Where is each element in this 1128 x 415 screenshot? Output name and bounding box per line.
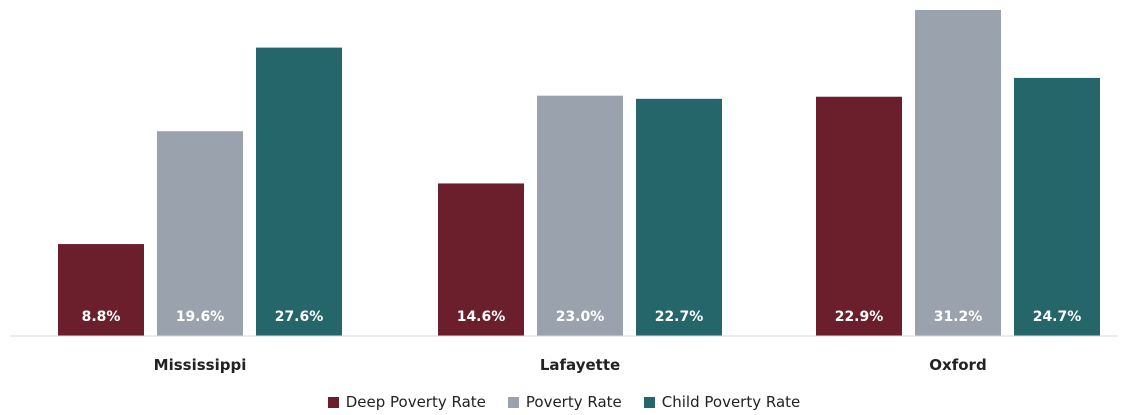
- bar-lafayette-deep-poverty-rate: [438, 183, 524, 336]
- legend-item-deep-poverty: Deep Poverty Rate: [327, 393, 486, 411]
- category-label-lafayette: Lafayette: [540, 356, 620, 374]
- legend-label-deep-poverty: Deep Poverty Rate: [345, 393, 486, 411]
- legend: Deep Poverty Rate Poverty Rate Child Pov…: [0, 390, 1128, 414]
- data-label-lafayette-child-poverty-rate: 22.7%: [655, 309, 704, 325]
- category-label-oxford: Oxford: [929, 356, 986, 374]
- bar-mississippi-poverty-rate: [157, 131, 243, 336]
- bar-lafayette-child-poverty-rate: [636, 98, 722, 336]
- legend-item-child-poverty: Child Poverty Rate: [643, 393, 801, 411]
- data-label-oxford-poverty-rate: 31.2%: [934, 309, 983, 325]
- bar-oxford-deep-poverty-rate: [816, 96, 902, 336]
- data-labels-layer: 8.8% 19.6% 27.6% 14.6% 23.0% 22.7% 22.9% 31.2% 2…: [82, 309, 1082, 325]
- data-label-oxford-deep-poverty-rate: 22.9%: [835, 309, 884, 325]
- data-label-oxford-child-poverty-rate: 24.7%: [1033, 309, 1082, 325]
- bars-layer: [58, 10, 1100, 337]
- legend-label-child-poverty: Child Poverty Rate: [661, 393, 801, 411]
- bar-mississippi-deep-poverty-rate: [58, 244, 144, 336]
- category-labels-layer: Mississippi Lafayette Oxford: [154, 356, 987, 374]
- bar-mississippi-child-poverty-rate: [256, 47, 342, 336]
- legend-swatch-poverty: [507, 396, 519, 408]
- category-label-mississippi: Mississippi: [154, 356, 247, 374]
- data-label-mississippi-deep-poverty-rate: 8.8%: [82, 309, 121, 325]
- data-label-mississippi-poverty-rate: 19.6%: [176, 309, 225, 325]
- legend-swatch-deep-poverty: [327, 396, 339, 408]
- legend-item-poverty: Poverty Rate: [507, 393, 622, 411]
- data-label-mississippi-child-poverty-rate: 27.6%: [275, 309, 324, 325]
- bar-oxford-poverty-rate: [915, 10, 1001, 336]
- bar-oxford-child-poverty-rate: [1014, 77, 1100, 337]
- legend-label-poverty: Poverty Rate: [525, 393, 622, 411]
- data-label-lafayette-poverty-rate: 23.0%: [556, 309, 605, 325]
- legend-swatch-child-poverty: [643, 396, 655, 408]
- bar-lafayette-poverty-rate: [537, 95, 623, 336]
- data-label-lafayette-deep-poverty-rate: 14.6%: [457, 309, 506, 325]
